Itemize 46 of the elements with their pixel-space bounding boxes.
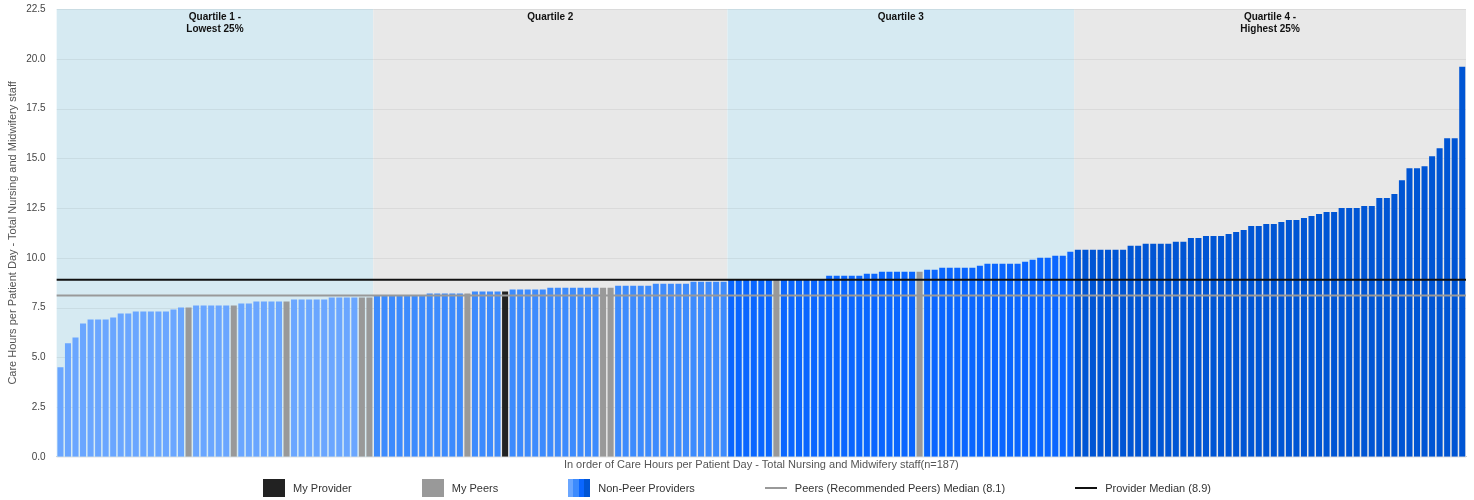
legend-label: Peers (Recommended Peers) Median (8.1) [794, 482, 1006, 494]
bar [1414, 168, 1421, 457]
y-tick-label: 12.5 [26, 201, 47, 213]
bar [57, 367, 64, 457]
legend-label: Provider Median (8.9) [1105, 482, 1211, 494]
y-tick-label: 0.0 [31, 450, 47, 462]
bar [765, 279, 772, 457]
y-axis-title: Care Hours per Patient Day - Total Nursing and Midwifery staff [5, 80, 18, 385]
legend-label: My Peers [451, 482, 499, 494]
bar [230, 305, 237, 457]
y-tick-label: 17.5 [26, 102, 47, 114]
annotation: Quartile 2 [527, 10, 574, 22]
bar [238, 303, 245, 457]
bar [494, 291, 501, 457]
y-tick-label: 2.5 [31, 400, 47, 412]
bar [283, 301, 290, 457]
legend-label: Non-Peer Providers [598, 482, 695, 494]
bar [893, 271, 900, 457]
y-tick-label: 7.5 [31, 301, 47, 313]
y-tick-label: 22.5 [26, 2, 47, 14]
bar [1105, 249, 1112, 457]
bar [456, 293, 463, 457]
bar [275, 301, 283, 457]
bar [487, 291, 494, 457]
bar [193, 305, 200, 457]
legend-label: My Provider [293, 482, 352, 494]
bar [728, 279, 735, 457]
y-tick-label: 5.0 [31, 351, 47, 363]
x-axis-title: In order of Care Hours per Patient Day - Total Nursing and Midwifery staff(n=187) [563, 458, 959, 471]
bar [924, 269, 931, 457]
bar [178, 307, 185, 457]
bar [720, 281, 727, 457]
annotation: Quartile 1 - Lowest 25% [186, 10, 244, 34]
bar [185, 307, 192, 457]
bar [796, 279, 803, 457]
bar [502, 291, 509, 457]
annotation: Quartile 3 [877, 10, 925, 22]
bar [615, 285, 622, 457]
annotation: Quartile 4 - Highest 25% [1240, 10, 1300, 34]
bar [592, 287, 599, 457]
y-tick-label: 15.0 [26, 152, 47, 164]
y-tick-label: 20.0 [26, 52, 47, 64]
y-tick-label: 10.0 [26, 251, 47, 263]
bar [291, 299, 298, 457]
bar [584, 287, 592, 457]
bar [1202, 235, 1209, 457]
